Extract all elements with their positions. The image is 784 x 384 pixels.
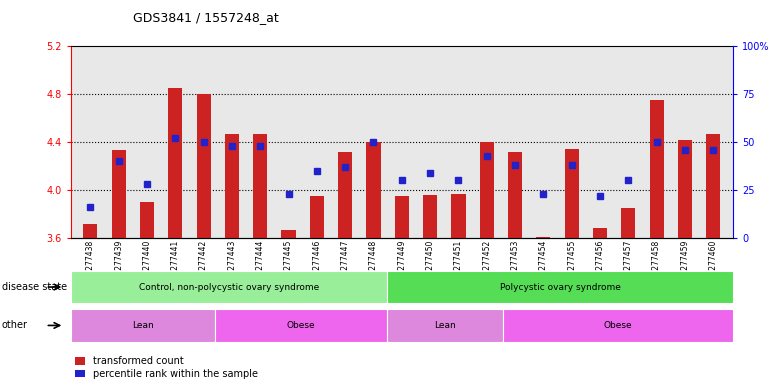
Bar <box>394 196 409 238</box>
Legend: transformed count, percentile rank within the sample: transformed count, percentile rank withi… <box>75 356 258 379</box>
Bar <box>140 202 154 238</box>
Bar <box>564 149 579 238</box>
Bar <box>71 271 387 303</box>
Bar <box>197 94 211 238</box>
Text: Control, non-polycystic ovary syndrome: Control, non-polycystic ovary syndrome <box>139 283 319 291</box>
Bar <box>71 309 215 342</box>
Bar <box>452 194 466 238</box>
Bar <box>387 271 733 303</box>
Text: Lean: Lean <box>132 321 154 330</box>
Bar <box>83 223 97 238</box>
Bar <box>503 309 733 342</box>
Text: disease state: disease state <box>2 282 67 292</box>
Bar <box>423 195 437 238</box>
Bar <box>536 237 550 238</box>
Bar <box>387 309 503 342</box>
Bar <box>508 152 522 238</box>
Bar <box>111 151 125 238</box>
Text: Obese: Obese <box>604 321 632 330</box>
Bar <box>621 208 635 238</box>
Text: GDS3841 / 1557248_at: GDS3841 / 1557248_at <box>133 12 279 25</box>
Bar <box>281 230 296 238</box>
Text: Lean: Lean <box>434 321 456 330</box>
Bar <box>169 88 183 238</box>
Text: Obese: Obese <box>287 321 315 330</box>
Text: Polycystic ovary syndrome: Polycystic ovary syndrome <box>499 283 621 291</box>
Bar <box>366 142 380 238</box>
Bar <box>338 152 352 238</box>
Bar <box>678 140 692 238</box>
Bar <box>480 142 494 238</box>
Bar <box>215 309 387 342</box>
Bar <box>593 228 607 238</box>
Bar <box>649 100 664 238</box>
Bar <box>706 134 720 238</box>
Bar <box>310 196 324 238</box>
Bar <box>253 134 267 238</box>
Bar <box>225 134 239 238</box>
Text: other: other <box>2 320 27 331</box>
